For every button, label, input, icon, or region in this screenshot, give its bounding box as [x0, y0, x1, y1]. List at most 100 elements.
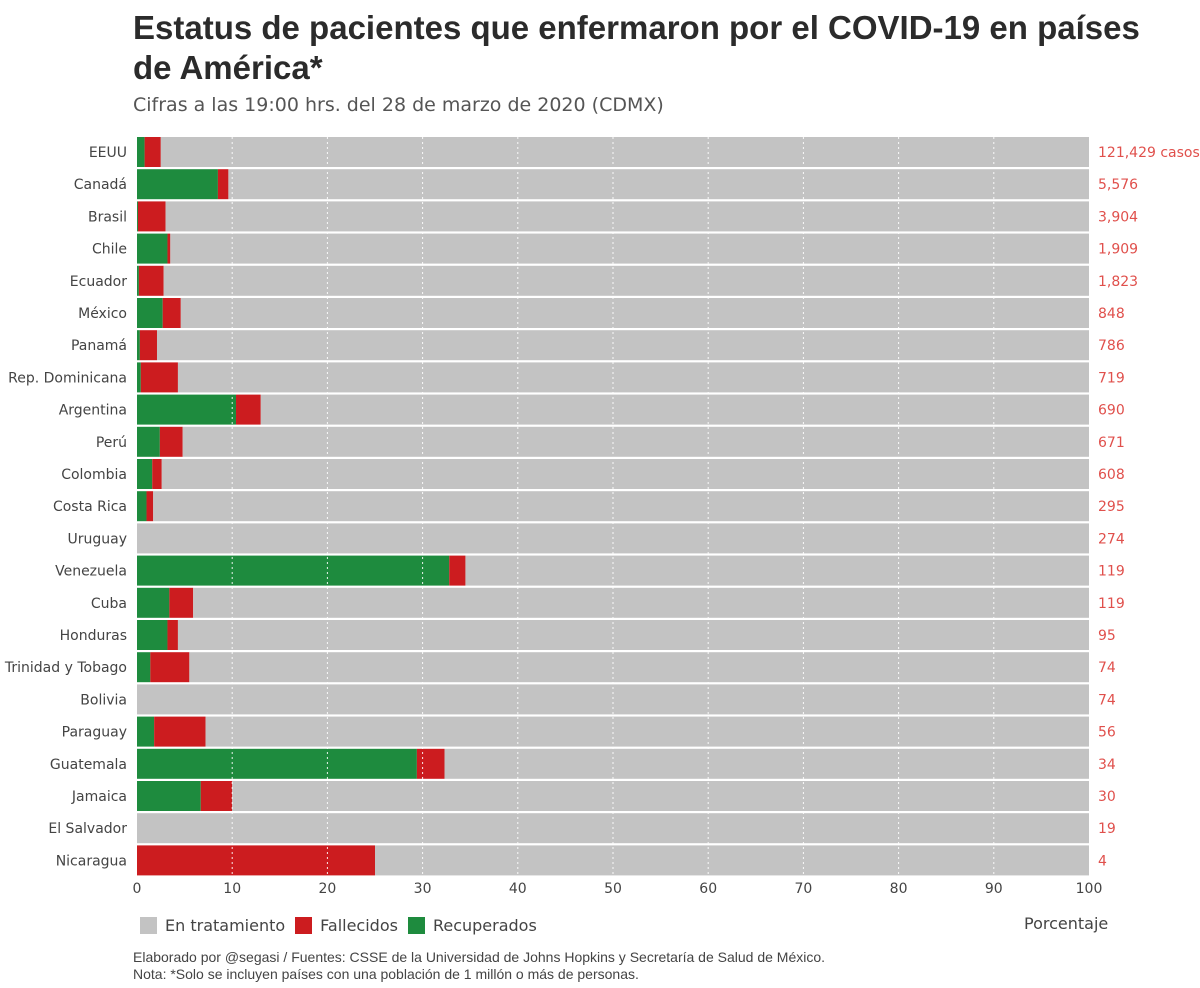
legend-label-fallecidos: Fallecidos: [320, 916, 398, 935]
cases-label-cuba: 119: [1098, 596, 1125, 612]
bar-recuperados-rep-dominicana: [137, 362, 141, 393]
bar-fallecidos-eeuu: [144, 137, 161, 167]
bar-en-tratamiento-eeuu: [160, 137, 1090, 167]
cases-label-venezuela: 119: [1098, 564, 1125, 580]
cases-label-jamaica: 30: [1098, 789, 1116, 805]
chart-title: Estatus de pacientes que enfermaron por …: [133, 9, 1140, 86]
bar-recuperados-peru: [137, 426, 160, 457]
legend-item-recuperados: Recuperados: [407, 916, 537, 935]
bar-fallecidos-rep-dominicana: [140, 362, 178, 393]
x-tick-label-80: 80: [890, 881, 908, 897]
bar-en-tratamiento-argentina: [260, 394, 1089, 425]
bar-en-tratamiento-chile: [170, 233, 1089, 264]
bar-recuperados-canada: [137, 169, 218, 200]
cases-label-chile: 1,909: [1098, 242, 1138, 258]
bar-recuperados-costa-rica: [137, 491, 147, 522]
category-label-peru: Perú: [96, 435, 127, 451]
cases-label-eeuu: 121,429 casos: [1098, 145, 1200, 161]
bar-en-tratamiento-cuba: [193, 587, 1090, 618]
cases-label-costa-rica: 295: [1098, 499, 1125, 515]
bar-recuperados-eeuu: [137, 137, 145, 167]
bar-en-tratamiento-honduras: [177, 620, 1089, 650]
cases-label-uruguay: 274: [1098, 531, 1125, 547]
bar-en-tratamiento-guatemala: [444, 748, 1090, 779]
footer-source: Elaborado por @segasi / Fuentes: CSSE de…: [133, 949, 826, 965]
x-tick-label-10: 10: [223, 881, 241, 897]
bar-recuperados-panama: [137, 330, 140, 361]
bar-fallecidos-argentina: [236, 394, 261, 425]
category-label-uruguay: Uruguay: [68, 531, 128, 547]
bar-fallecidos-cuba: [169, 587, 194, 618]
bar-recuperados-trinidad-y-tobago: [137, 652, 151, 683]
bar-recuperados-cuba: [137, 587, 170, 618]
bar-recuperados-venezuela: [137, 555, 450, 586]
legend-item-en-tratamiento: En tratamiento: [140, 916, 285, 935]
bar-fallecidos-nicaragua: [137, 845, 375, 876]
gridlines: [231, 137, 995, 876]
x-tick-label-30: 30: [414, 881, 432, 897]
category-label-ecuador: Ecuador: [70, 274, 127, 290]
category-label-eeuu: EEUU: [89, 145, 127, 161]
bar-fallecidos-chile: [167, 233, 171, 264]
cases-label-rep-dominicana: 719: [1098, 370, 1125, 386]
category-label-canada: Canadá: [74, 177, 127, 193]
category-label-argentina: Argentina: [59, 403, 127, 419]
x-tick-label-20: 20: [318, 881, 336, 897]
bar-recuperados-guatemala: [137, 748, 417, 779]
category-label-rep-dominicana: Rep. Dominicana: [8, 370, 127, 386]
cases-label-mexico: 848: [1098, 306, 1125, 322]
bar-fallecidos-canada: [217, 169, 229, 200]
legend-swatch-recuperados: [407, 917, 425, 934]
cases-label-honduras: 95: [1098, 628, 1116, 644]
bar-recuperados-honduras: [137, 620, 168, 650]
cases-label-el-salvador: 19: [1098, 821, 1116, 837]
x-tick-label-100: 100: [1076, 881, 1103, 897]
x-axis-label: Porcentaje: [1024, 914, 1109, 933]
bar-fallecidos-trinidad-y-tobago: [150, 652, 190, 683]
category-label-colombia: Colombia: [61, 467, 127, 483]
bar-fallecidos-guatemala: [416, 748, 445, 779]
bar-fallecidos-panama: [139, 330, 157, 361]
cases-label-nicaragua: 4: [1098, 853, 1107, 869]
category-label-panama: Panamá: [71, 338, 127, 354]
footer: Elaborado por @segasi / Fuentes: CSSE de…: [133, 949, 825, 983]
cases-label-argentina: 690: [1098, 403, 1125, 419]
category-label-paraguay: Paraguay: [62, 725, 127, 741]
bar-en-tratamiento-venezuela: [465, 555, 1089, 586]
stacked-bar-chart: EEUU 121,429 casos Canadá 5,576 Brasil 3,904 C…: [4, 137, 1200, 897]
bar-en-tratamiento-costa-rica: [153, 491, 1089, 522]
bar-recuperados-ecuador: [137, 265, 139, 296]
bar-en-tratamiento-canada: [228, 169, 1090, 200]
cases-label-guatemala: 34: [1098, 757, 1116, 773]
category-label-brasil: Brasil: [88, 209, 127, 225]
x-tick-label-40: 40: [509, 881, 527, 897]
category-label-honduras: Honduras: [60, 628, 127, 644]
bar-fallecidos-venezuela: [449, 555, 466, 586]
bar-fallecidos-ecuador: [138, 265, 164, 296]
bar-recuperados-chile: [137, 233, 168, 264]
bar-recuperados-mexico: [137, 298, 163, 328]
category-label-jamaica: Jamaica: [71, 789, 127, 805]
x-tick-label-50: 50: [604, 881, 622, 897]
category-label-chile: Chile: [92, 242, 127, 258]
bar-en-tratamiento-ecuador: [163, 265, 1089, 296]
bar-recuperados-argentina: [137, 394, 237, 425]
bar-fallecidos-costa-rica: [146, 491, 154, 522]
cases-label-paraguay: 56: [1098, 725, 1116, 741]
category-label-guatemala: Guatemala: [50, 757, 127, 773]
x-tick-label-90: 90: [985, 881, 1003, 897]
bar-fallecidos-jamaica: [200, 781, 233, 811]
footer-note: Nota: *Solo se incluyen países con una p…: [133, 966, 639, 982]
legend-label-recuperados: Recuperados: [432, 916, 537, 935]
category-label-nicaragua: Nicaragua: [56, 853, 127, 869]
bar-recuperados-colombia: [137, 459, 153, 489]
cases-label-brasil: 3,904: [1098, 209, 1138, 225]
bar-en-tratamiento-jamaica: [232, 781, 1089, 811]
bar-en-tratamiento-rep-dominicana: [177, 362, 1089, 393]
bar-en-tratamiento-brasil: [165, 201, 1089, 232]
legend-item-fallecidos: Fallecidos: [295, 916, 398, 935]
category-label-el-salvador: El Salvador: [48, 821, 127, 837]
bar-en-tratamiento-panama: [156, 330, 1089, 361]
cases-label-ecuador: 1,823: [1098, 274, 1138, 290]
legend-swatch-en-tratamiento: [140, 917, 157, 934]
